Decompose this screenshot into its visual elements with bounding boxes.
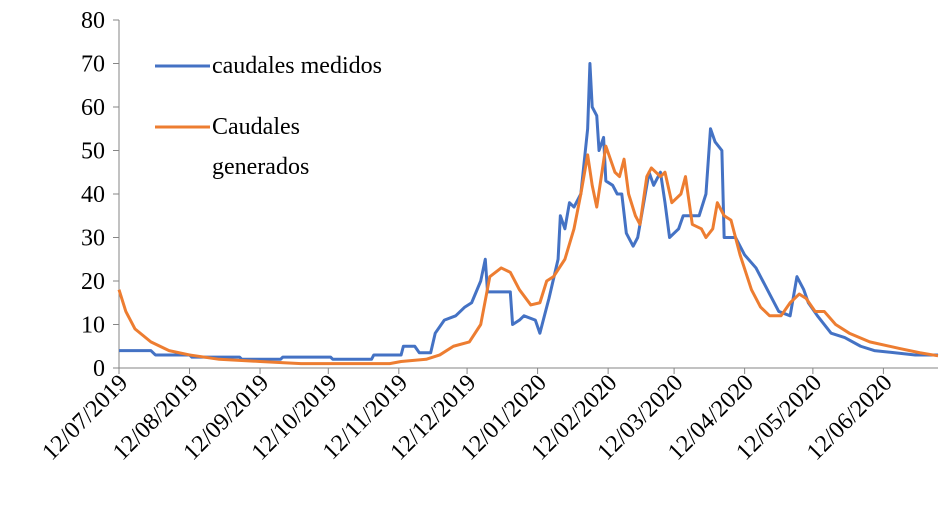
y-tick-label: 0: [93, 356, 105, 382]
y-tick-label: 80: [81, 8, 105, 34]
series-line: [117, 144, 939, 366]
y-tick-label: 20: [81, 269, 105, 295]
y-tick-label: 30: [81, 226, 105, 252]
series-line: [119, 62, 938, 361]
legend-label: caudales medidos: [212, 53, 382, 79]
y-tick-label: 50: [81, 139, 105, 165]
y-tick-label: 10: [81, 313, 105, 339]
y-tick-label: 40: [81, 182, 105, 208]
y-tick-label: 70: [81, 52, 105, 78]
y-tick-label: 60: [81, 95, 105, 121]
legend-label: Caudales generados: [212, 114, 310, 180]
